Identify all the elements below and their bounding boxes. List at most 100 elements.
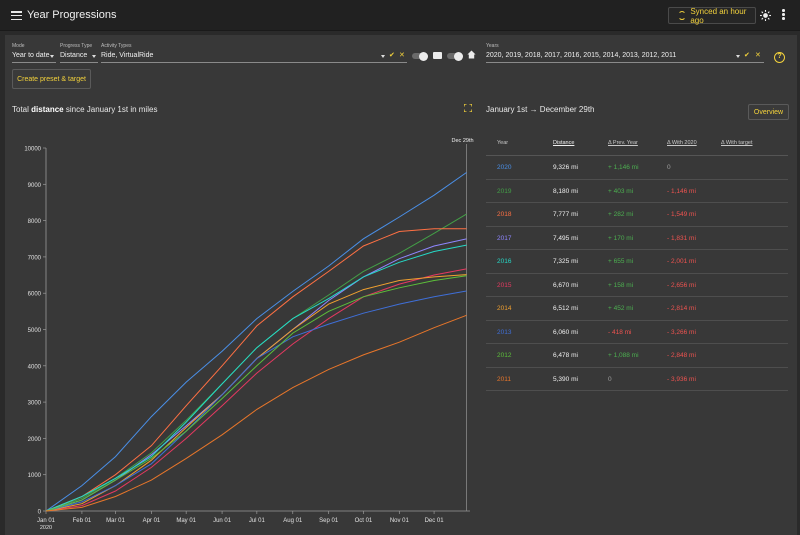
chart-title-suffix: since January 1st in miles: [65, 105, 158, 114]
prev-year-delta-cell: + 282 mi: [608, 211, 634, 218]
year-cell: 2013: [497, 328, 512, 336]
header-with-2020[interactable]: Δ With 2020: [667, 140, 697, 146]
x-tick-label: Jan 01: [37, 518, 56, 524]
table-row: 2012 6,478 mi + 1,088 mi - 2,848 mi: [486, 344, 788, 368]
activity-types-underline: [101, 62, 407, 63]
series-line-2013: [45, 290, 467, 512]
years-select[interactable]: 2020, 2019, 2018, 2017, 2016, 2015, 2014…: [486, 52, 677, 59]
year-cell: 2017: [497, 234, 512, 242]
y-tick-label: 2000: [28, 437, 42, 443]
create-preset-button[interactable]: Create preset & target: [12, 69, 91, 89]
with-2020-delta-cell: - 2,656 mi: [667, 281, 696, 289]
with-2020-delta-cell: - 2,814 mi: [667, 305, 696, 312]
progress-type-select[interactable]: Distance: [60, 52, 88, 59]
progress-type-label: Progress Type: [60, 43, 93, 49]
progress-type-caret-icon[interactable]: [92, 55, 96, 58]
sync-button[interactable]: Synced an hour ago: [668, 7, 756, 25]
x-tick-label: Feb 01: [73, 518, 92, 524]
y-tick-label: 7000: [28, 255, 42, 261]
year-progression-chart[interactable]: 0 1000 2000 3000 4000 5000 6000 7000 8000 9000 100…: [12, 130, 474, 535]
y-tick-label: 3000: [28, 401, 42, 407]
activity-types-select-all-icon[interactable]: ✔: [389, 52, 395, 59]
x-tick-label: Aug 01: [283, 518, 303, 524]
overview-button[interactable]: Overview: [748, 104, 789, 120]
distance-cell: 8,180 mi: [553, 187, 578, 195]
x-tick-label: Mar 01: [106, 518, 125, 524]
prev-year-delta-cell: + 403 mi: [608, 187, 634, 195]
year-cell: 2015: [497, 281, 512, 289]
hamburger-menu-icon[interactable]: [11, 11, 22, 21]
with-2020-delta-cell: - 2,848 mi: [667, 352, 696, 359]
year-cell: 2019: [497, 187, 512, 195]
chart-title-metric: distance: [31, 105, 64, 114]
header-prev-year[interactable]: Δ Prev. Year: [608, 140, 638, 146]
help-icon[interactable]: ?: [774, 52, 785, 63]
x-tick-label: Jul 01: [249, 518, 266, 524]
series-line-2019: [45, 213, 467, 512]
prev-year-delta-cell: + 452 mi: [608, 305, 634, 312]
years-caret-icon[interactable]: [736, 55, 740, 58]
distance-cell: 6,512 mi: [553, 305, 578, 312]
distance-cell: 6,670 mi: [553, 281, 578, 289]
years-clear-icon[interactable]: ✕: [755, 52, 761, 59]
x-tick-label: Jun 01: [213, 518, 232, 524]
y-tick-label: 4000: [28, 364, 42, 370]
series-line-2018: [45, 228, 467, 512]
header-distance[interactable]: Distance: [553, 140, 575, 146]
prev-year-delta-cell: + 158 mi: [608, 281, 634, 289]
with-2020-delta-cell: 0: [667, 164, 671, 171]
chart-title-prefix: Total: [12, 105, 29, 114]
year-cell: 2020: [497, 164, 512, 171]
with-2020-delta-cell: - 3,266 mi: [667, 328, 696, 336]
table-header: Year Distance Δ Prev. Year Δ With 2020 Δ…: [486, 133, 788, 156]
more-vert-icon[interactable]: [782, 9, 786, 21]
with-2020-delta-cell: - 3,936 mi: [667, 375, 696, 383]
table-row: 2016 7,325 mi + 655 mi - 2,001 mi: [486, 250, 788, 274]
app-bar: Year Progressions Synced an hour ago: [0, 0, 800, 31]
prev-year-delta-cell: + 1,146 mi: [608, 164, 639, 171]
year-cell: 2016: [497, 258, 512, 265]
series-line-2016: [45, 244, 467, 512]
distance-cell: 6,478 mi: [553, 352, 578, 359]
series-line-2020: [45, 172, 467, 512]
distance-cell: 9,326 mi: [553, 164, 578, 171]
table-row: 2019 8,180 mi + 403 mi - 1,146 mi: [486, 180, 788, 203]
toggle-switch-2[interactable]: [447, 51, 463, 61]
header-with-target[interactable]: Δ With target: [721, 140, 753, 146]
years-select-all-icon[interactable]: ✔: [744, 52, 750, 59]
year-cell: 2014: [497, 305, 512, 312]
x-tick-label: Nov 01: [390, 518, 410, 524]
x-tick-label: Dec 01: [425, 518, 445, 524]
y-tick-label: 10000: [24, 147, 41, 153]
year-cell: 2012: [497, 352, 512, 359]
fullscreen-icon[interactable]: [464, 104, 472, 112]
y-tick-label: 6000: [28, 292, 42, 298]
chart-title: Total distance since January 1st in mile…: [12, 105, 157, 114]
distance-cell: 6,060 mi: [553, 328, 578, 336]
commute-briefcase-icon: [433, 52, 442, 59]
page-title: Year Progressions: [27, 9, 117, 21]
mode-caret-icon[interactable]: [50, 55, 54, 58]
header-year[interactable]: Year: [497, 140, 509, 146]
table-row: 2015 6,670 mi + 158 mi - 2,656 mi: [486, 274, 788, 297]
theme-toggle-sun-icon[interactable]: [760, 10, 771, 21]
mode-select[interactable]: Year to date: [12, 52, 50, 59]
years-label: Years: [486, 43, 499, 49]
main-panel: [5, 35, 797, 535]
x-tick-label: Apr 01: [143, 518, 161, 524]
activity-types-select[interactable]: Ride, VirtualRide: [101, 52, 154, 59]
with-2020-delta-cell: - 2,001 mi: [667, 258, 696, 265]
year-stats-table: Year Distance Δ Prev. Year Δ With 2020 Δ…: [486, 133, 788, 391]
table-row: 2017 7,495 mi + 170 mi - 1,831 mi: [486, 227, 788, 250]
toggle-switch-1[interactable]: [412, 51, 428, 61]
home-icon: [467, 50, 476, 59]
prev-year-delta-cell: 0: [608, 375, 612, 383]
x-tick-label: Oct 01: [355, 518, 373, 524]
y-tick-label: 9000: [28, 183, 42, 189]
activity-types-label: Activity Types: [101, 43, 132, 49]
with-2020-delta-cell: - 1,549 mi: [667, 211, 696, 218]
prev-year-delta-cell: - 418 mi: [608, 328, 632, 336]
table-row: 2020 9,326 mi + 1,146 mi 0: [486, 156, 788, 180]
activity-types-clear-icon[interactable]: ✕: [399, 52, 405, 59]
activity-types-caret-icon[interactable]: [381, 55, 385, 58]
